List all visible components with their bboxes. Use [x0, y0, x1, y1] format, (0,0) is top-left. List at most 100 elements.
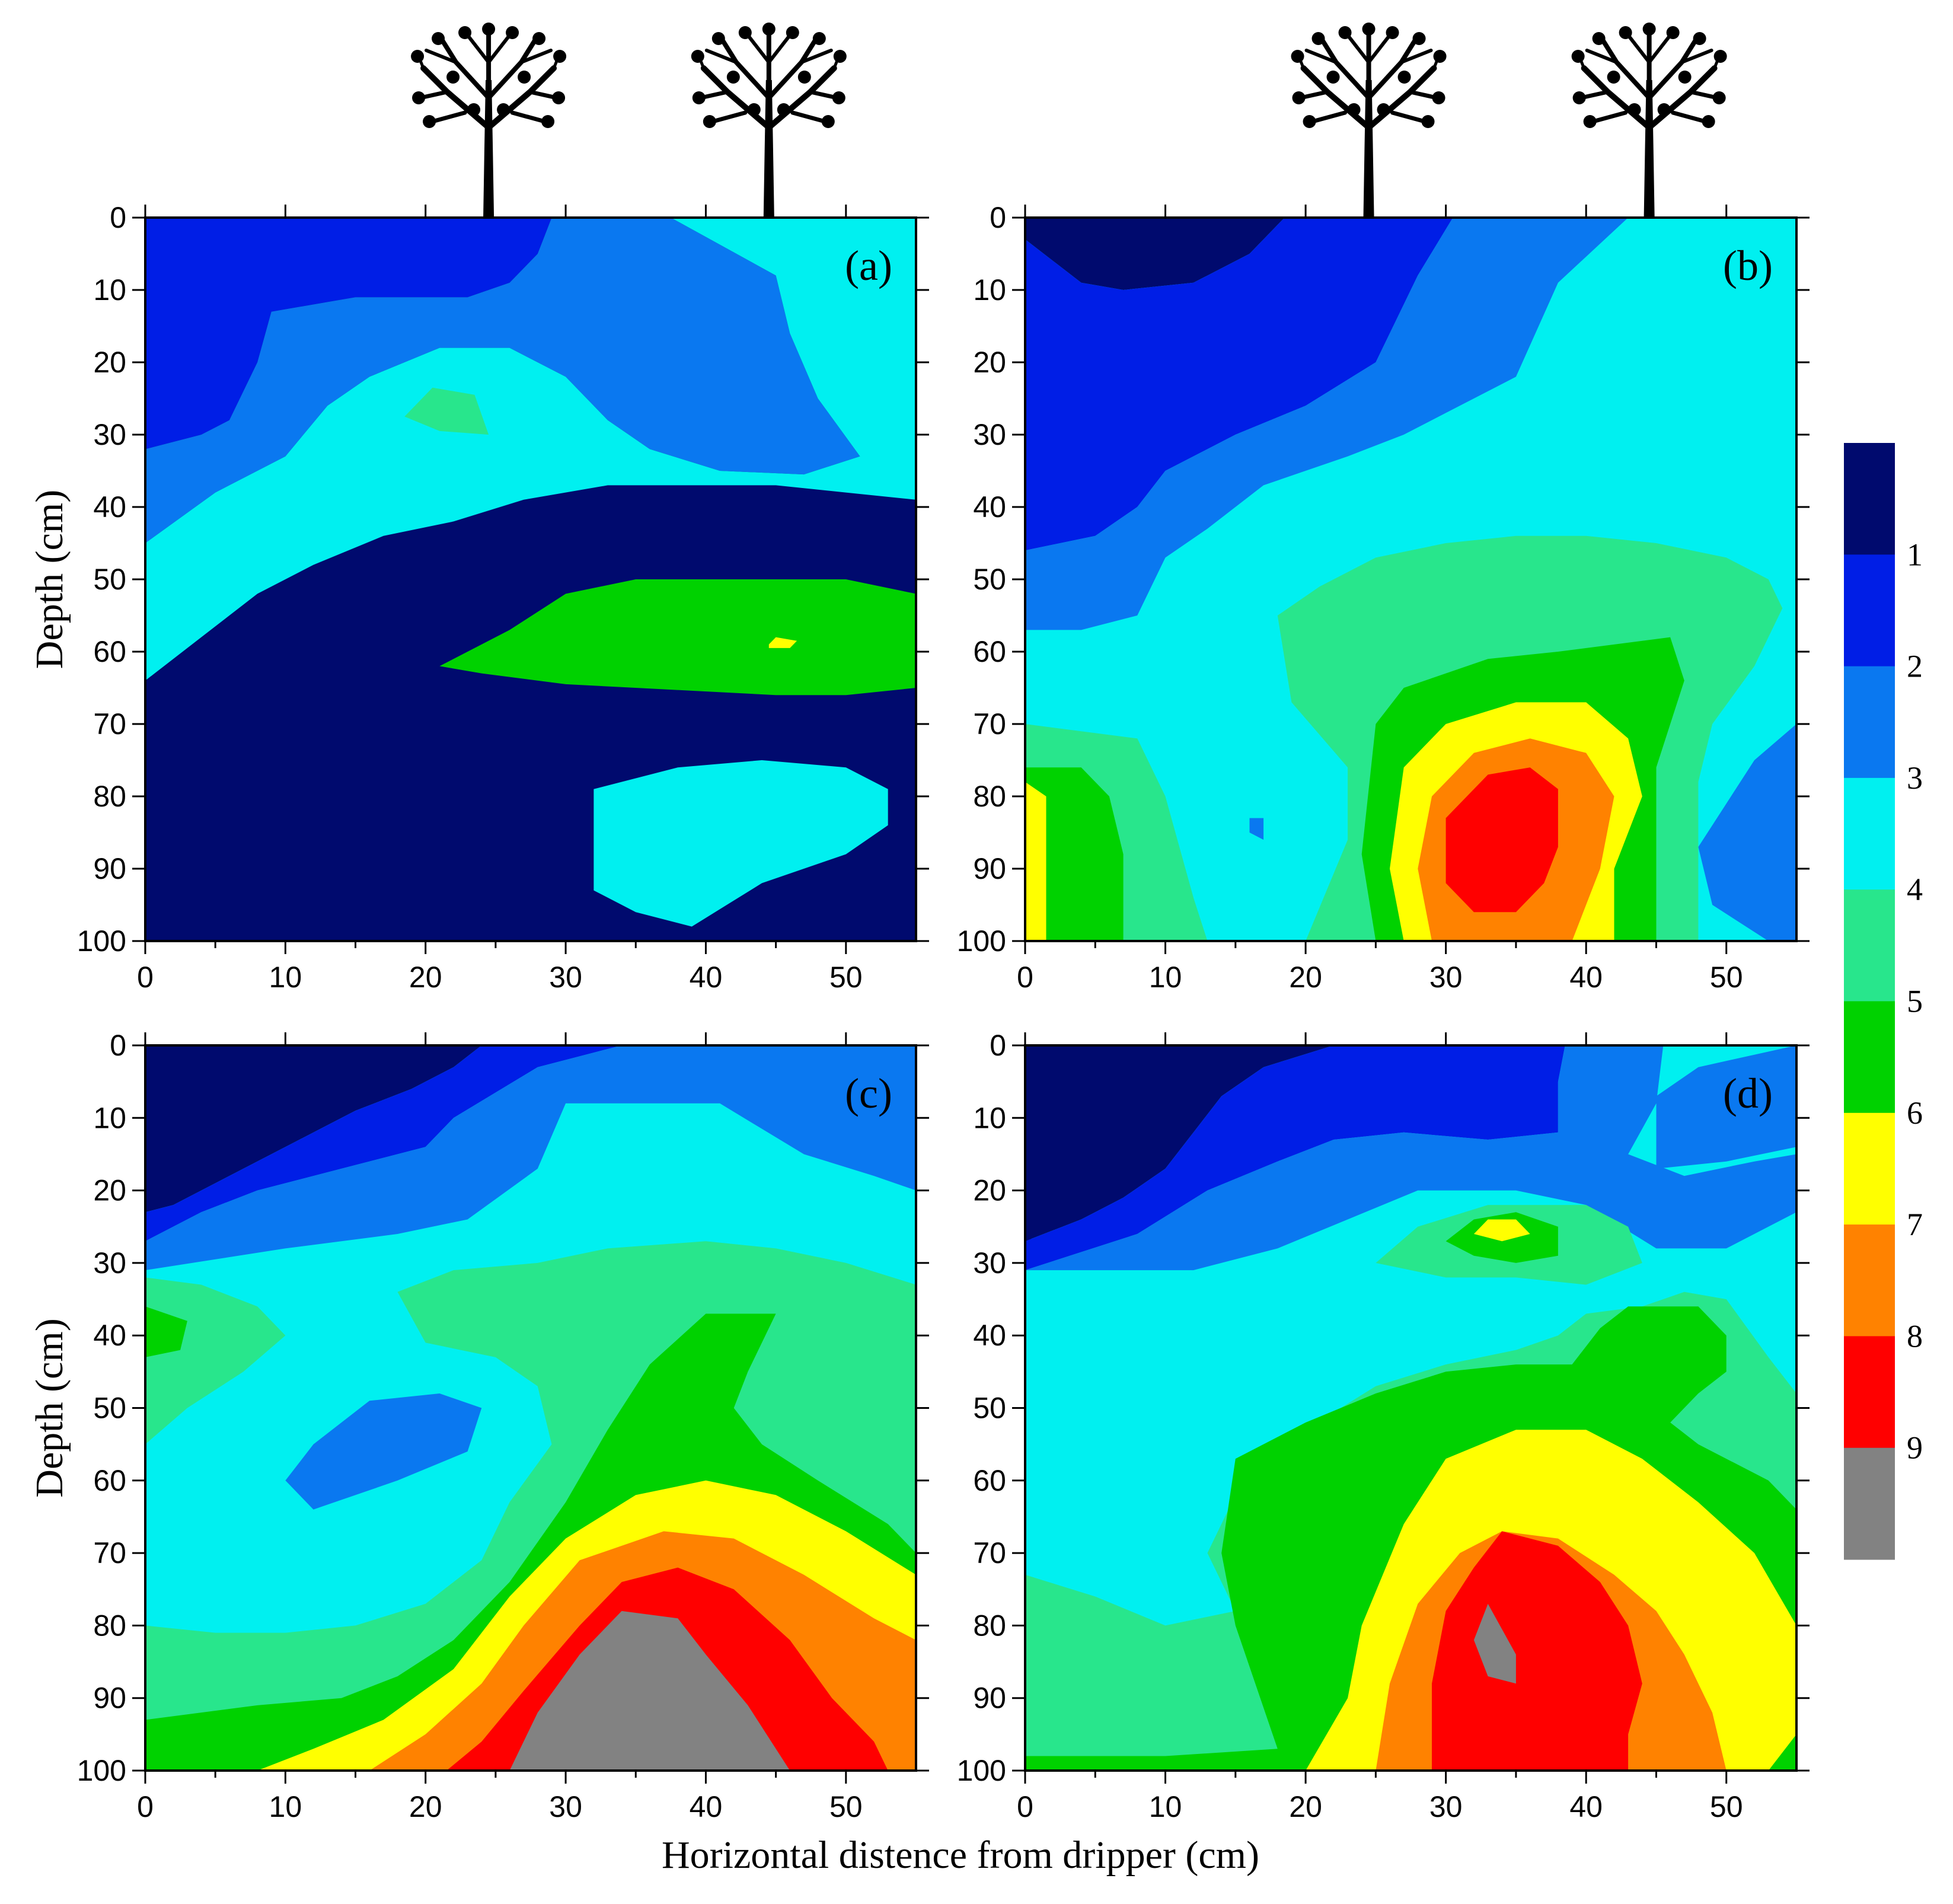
colorbar-label: 1: [1907, 537, 1923, 572]
tree-icon: [1291, 23, 1447, 216]
y-tick-label: 0: [110, 1029, 126, 1062]
y-tick-label: 70: [93, 1536, 126, 1570]
y-tick-label: 70: [93, 707, 126, 741]
y-tick-label: 100: [77, 1754, 126, 1787]
y-axis: 0 10 20 30 40 50 60 70 80 90 100: [957, 1029, 1810, 1787]
x-tick-label: 0: [1017, 1790, 1033, 1823]
colorbar-swatch: [1844, 666, 1895, 779]
colorbar-swatch: [1844, 443, 1895, 555]
contour-region-level-3: [593, 760, 888, 927]
contour-region-level-8: [1432, 1531, 1642, 1771]
x-tick-label: 20: [409, 1790, 442, 1823]
y-tick-label: 20: [973, 346, 1006, 379]
panel-label: (a): [845, 242, 892, 289]
y-axis-title: Depth (cm): [28, 1318, 71, 1497]
tree-icon: [691, 23, 847, 216]
colorbar-label: 4: [1907, 872, 1923, 907]
contour-region-level-2: [285, 1393, 482, 1510]
y-tick-label: 10: [93, 1101, 126, 1134]
x-tick-label: 20: [1289, 1790, 1322, 1823]
colorbar-swatch: [1844, 889, 1895, 1002]
y-axis-title: Depth (cm): [28, 490, 71, 669]
y-tick-label: 50: [973, 1392, 1006, 1425]
contour-region-level-1: [1025, 218, 1453, 551]
y-tick-label: 60: [93, 1464, 126, 1497]
panel-label: (c): [845, 1070, 892, 1117]
contour-region-level-6: [768, 637, 797, 648]
y-tick-label: 50: [973, 563, 1006, 596]
contour-region-level-5: [1025, 767, 1124, 941]
contour-fill: [145, 218, 916, 941]
x-tick-label: 40: [690, 1790, 723, 1823]
contour-region-level-3: [145, 218, 916, 681]
y-tick-label: 10: [973, 1101, 1006, 1134]
y-tick-label: 60: [973, 635, 1006, 668]
x-tick-label: 0: [1017, 961, 1033, 994]
contour-region-level-1: [145, 1045, 622, 1242]
y-tick-label: 30: [93, 1246, 126, 1280]
colorbar-label: 2: [1907, 649, 1923, 684]
panel-2: 0 10 20 30 40 50 0 10 20 30 40 50 60 70 80 90 100 (b): [957, 23, 1810, 994]
panel-4: 0 10 20 30 40 50 0 10 20 30 40 50 60 70 80 90 100 (d): [957, 1029, 1810, 1823]
contour-region-level-9: [1473, 1603, 1516, 1684]
x-tick-label: 10: [269, 1790, 302, 1823]
contour-region-level-9: [509, 1610, 790, 1771]
panel-1: 0 10 20 30 40 50 0 10 20 30 40 50 60 70 80 90 100 Depth (…: [28, 23, 929, 994]
contour-region-level-6: [1473, 1219, 1530, 1242]
colorbar-swatch: [1844, 1001, 1895, 1114]
y-tick-label: 50: [93, 563, 126, 596]
colorbar-label: 9: [1907, 1430, 1923, 1466]
contour-region-level-5: [439, 579, 916, 696]
contour-region-level-2: [1025, 218, 1629, 630]
contour-fill: [145, 1045, 916, 1771]
y-tick-label: 80: [973, 780, 1006, 813]
x-tick-label: 30: [1429, 1790, 1463, 1823]
x-tick-label: 30: [549, 961, 582, 994]
y-tick-label: 0: [990, 1029, 1006, 1062]
x-tick-label: 10: [1149, 961, 1182, 994]
y-tick-label: 50: [93, 1392, 126, 1425]
x-tick-label: 10: [269, 961, 302, 994]
colorbar-swatch: [1844, 777, 1895, 890]
colorbar-swatch: [1844, 1112, 1895, 1225]
y-tick-label: 30: [93, 418, 126, 451]
y-axis: 0 10 20 30 40 50 60 70 80 90 100: [77, 1029, 929, 1787]
contour-region-level-8: [1445, 767, 1558, 913]
contour-region-level-2: [145, 218, 860, 543]
y-tick-label: 20: [93, 346, 126, 379]
colorbar-label: 7: [1907, 1207, 1923, 1242]
x-tick-label: 30: [1429, 961, 1463, 994]
x-tick-label: 40: [1569, 1790, 1603, 1823]
contour-region-level-2: [145, 1045, 916, 1271]
x-axis: 0 10 20 30 40 50: [137, 1032, 863, 1823]
y-tick-label: 30: [973, 418, 1006, 451]
x-axis: 0 10 20 30 40 50: [1017, 1032, 1743, 1823]
contour-region-level-5: [145, 1306, 187, 1357]
y-tick-label: 100: [957, 1754, 1006, 1787]
y-tick-label: 70: [973, 707, 1006, 741]
y-tick-label: 10: [93, 273, 126, 307]
colorbar-label: 8: [1907, 1318, 1923, 1354]
colorbar-label: 6: [1907, 1095, 1923, 1131]
contour-region-level-2: [1698, 724, 1796, 941]
x-tick-label: 40: [1569, 961, 1603, 994]
panel-3: 0 10 20 30 40 50 0 10 20 30 40 50 60 70 80 90 100 Depth (…: [28, 1029, 929, 1823]
colorbar-swatch: [1844, 554, 1895, 667]
colorbar-swatch: [1844, 1447, 1895, 1560]
x-tick-label: 50: [829, 961, 863, 994]
contour-region-level-2: [1025, 1045, 1796, 1271]
contour-region-level-0: [1025, 218, 1285, 290]
x-axis: 0 10 20 30 40 50: [1017, 205, 1743, 994]
y-tick-label: 0: [990, 201, 1006, 234]
y-tick-label: 20: [973, 1174, 1006, 1207]
contour-fill: [1025, 1045, 1796, 1771]
x-tick-label: 10: [1149, 1790, 1182, 1823]
y-tick-label: 80: [973, 1609, 1006, 1642]
x-tick-label: 30: [549, 1790, 582, 1823]
y-tick-label: 40: [93, 1319, 126, 1352]
panel-label: (b): [1723, 242, 1773, 289]
colorbar: 1 2 3 4 5 6 7 8 9: [1844, 443, 1923, 1560]
y-tick-label: 80: [93, 780, 126, 813]
